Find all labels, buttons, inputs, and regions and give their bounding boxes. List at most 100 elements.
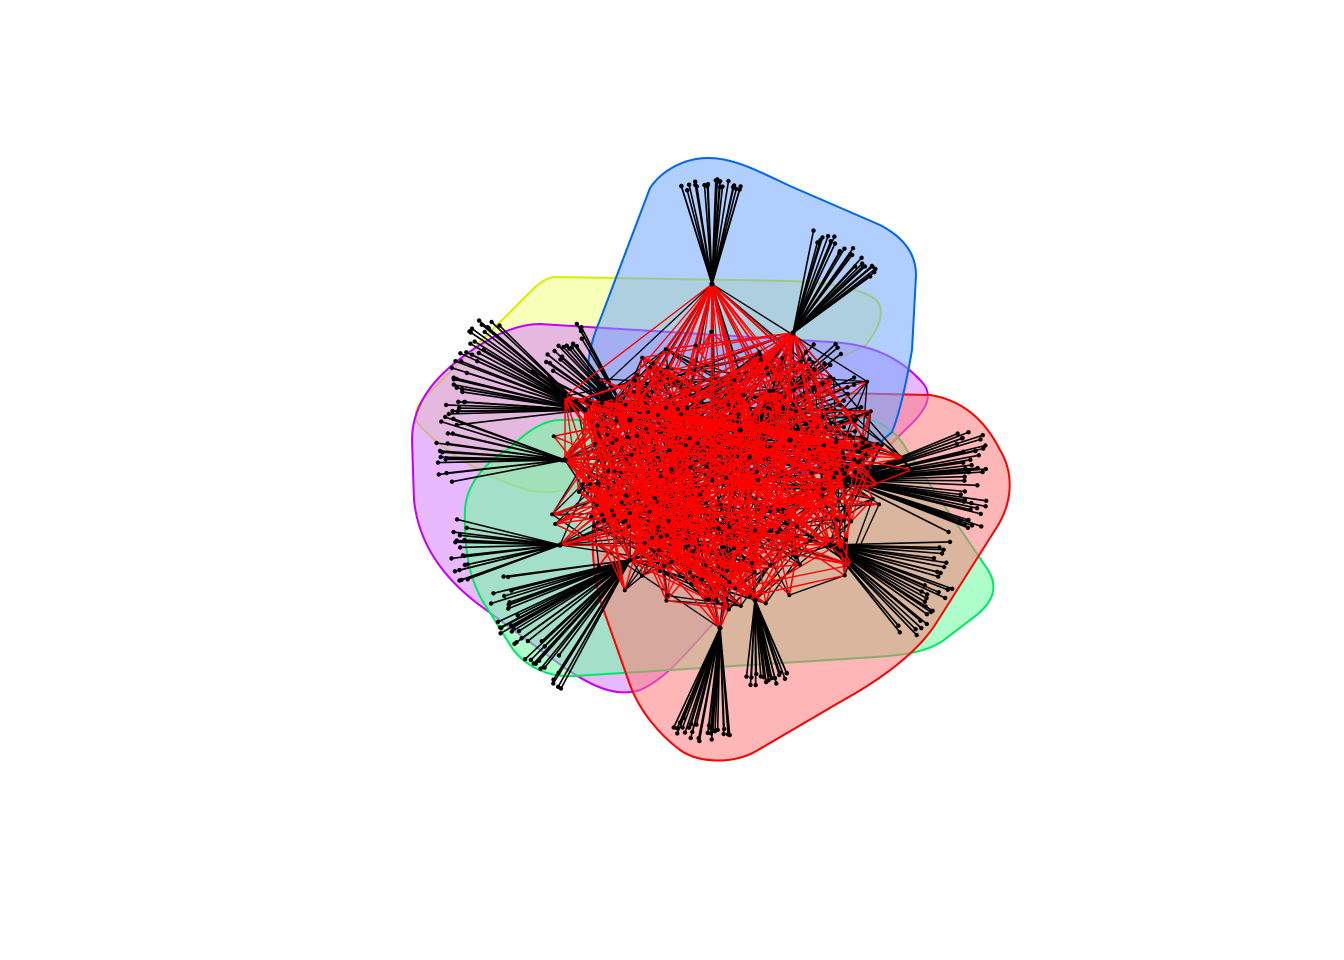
intra-edge — [451, 367, 586, 411]
network-node — [722, 726, 727, 732]
intra-edge — [466, 527, 561, 546]
network-node — [820, 380, 825, 386]
network-node — [815, 240, 820, 245]
network-node — [857, 449, 862, 454]
network-node — [922, 599, 927, 604]
network-node — [820, 415, 825, 419]
inter-edge — [792, 332, 874, 500]
intra-edge — [716, 627, 721, 730]
inter-edge — [596, 332, 794, 506]
inter-edge — [564, 459, 771, 566]
inter-edge — [657, 526, 767, 604]
network-node — [980, 433, 985, 438]
network-node — [821, 443, 826, 448]
network-node — [658, 474, 663, 479]
network-node — [726, 607, 731, 612]
inter-edge — [578, 484, 878, 493]
network-node — [860, 264, 866, 269]
intra-edge — [457, 409, 586, 413]
inter-edge — [779, 332, 794, 530]
network-node — [753, 682, 758, 688]
network-node — [528, 657, 534, 663]
inter-edge — [680, 331, 712, 415]
network-node — [939, 551, 945, 556]
network-node — [683, 443, 688, 448]
network-node — [594, 503, 599, 508]
network-node — [715, 727, 720, 732]
network-node — [868, 409, 873, 414]
intra-edge — [453, 418, 566, 461]
intra-edge — [442, 451, 566, 461]
inter-edge — [716, 479, 846, 604]
network-node — [623, 518, 628, 523]
network-node — [833, 341, 838, 347]
intra-edge — [694, 184, 713, 285]
network-node — [506, 602, 511, 607]
network-node — [656, 524, 661, 529]
network-node — [563, 394, 568, 399]
network-node — [754, 469, 759, 474]
network-node — [472, 339, 477, 344]
inter-edge — [666, 367, 727, 479]
network-node — [588, 482, 592, 486]
intra-edge — [441, 420, 566, 461]
intra-edge — [552, 559, 631, 684]
network-node — [961, 460, 966, 465]
network-node — [663, 347, 668, 352]
intra-edge — [754, 599, 762, 677]
network-node — [675, 731, 680, 736]
network-node — [749, 675, 754, 680]
network-node — [476, 350, 481, 356]
network-node — [842, 477, 848, 483]
inter-edge — [596, 425, 616, 472]
network-node — [588, 401, 592, 406]
network-node — [859, 434, 864, 440]
inter-edge — [596, 505, 626, 591]
intra-edge — [829, 544, 949, 591]
network-node — [849, 519, 854, 524]
intra-edge — [792, 265, 864, 334]
network-node — [482, 329, 487, 335]
network-node — [820, 235, 825, 240]
network-node — [731, 183, 737, 188]
network-node — [720, 544, 725, 549]
network-node — [790, 330, 796, 336]
network-node — [809, 471, 814, 476]
network-node — [758, 357, 763, 362]
network-node — [665, 365, 670, 370]
network-node — [807, 357, 812, 362]
network-node — [656, 413, 660, 418]
network-node — [772, 676, 778, 681]
inter-edge — [561, 402, 603, 461]
inter-edge — [646, 332, 794, 385]
network-node — [666, 518, 671, 523]
network-node — [758, 353, 763, 358]
network-node — [811, 228, 816, 233]
network-node — [542, 665, 547, 670]
network-node — [808, 538, 813, 543]
network-node — [955, 431, 960, 436]
network-node — [852, 470, 858, 475]
network-node — [928, 609, 933, 615]
network-node — [443, 414, 448, 420]
network-node — [843, 537, 848, 542]
network-node — [914, 632, 919, 638]
network-node — [674, 726, 680, 731]
network-node — [489, 319, 494, 325]
network-node — [661, 563, 666, 568]
intra-edge — [508, 559, 631, 606]
network-node — [925, 592, 930, 597]
network-node — [943, 595, 948, 601]
inter-edge — [561, 283, 713, 461]
intra-edge — [521, 559, 631, 639]
network-node — [648, 365, 653, 370]
inter-edge — [611, 444, 882, 512]
intra-edge — [792, 237, 824, 334]
intra-edge — [508, 559, 631, 578]
inter-edge — [564, 395, 735, 549]
network-node — [451, 382, 456, 387]
inter-edge — [652, 363, 756, 531]
inter-edge — [555, 514, 615, 525]
network-node — [694, 722, 699, 727]
network-node — [752, 528, 757, 533]
